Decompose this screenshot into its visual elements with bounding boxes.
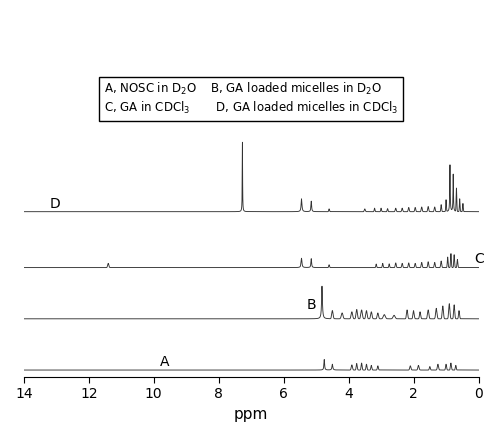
Text: A, NOSC in D$_2$O    B, GA loaded micelles in D$_2$O
C, GA in CDCl$_3$       D, : A, NOSC in D$_2$O B, GA loaded micelles …: [104, 81, 399, 116]
Text: A: A: [160, 355, 170, 369]
Text: C: C: [474, 253, 484, 267]
X-axis label: ppm: ppm: [234, 407, 268, 422]
Text: D: D: [50, 197, 60, 211]
Text: B: B: [306, 298, 316, 312]
